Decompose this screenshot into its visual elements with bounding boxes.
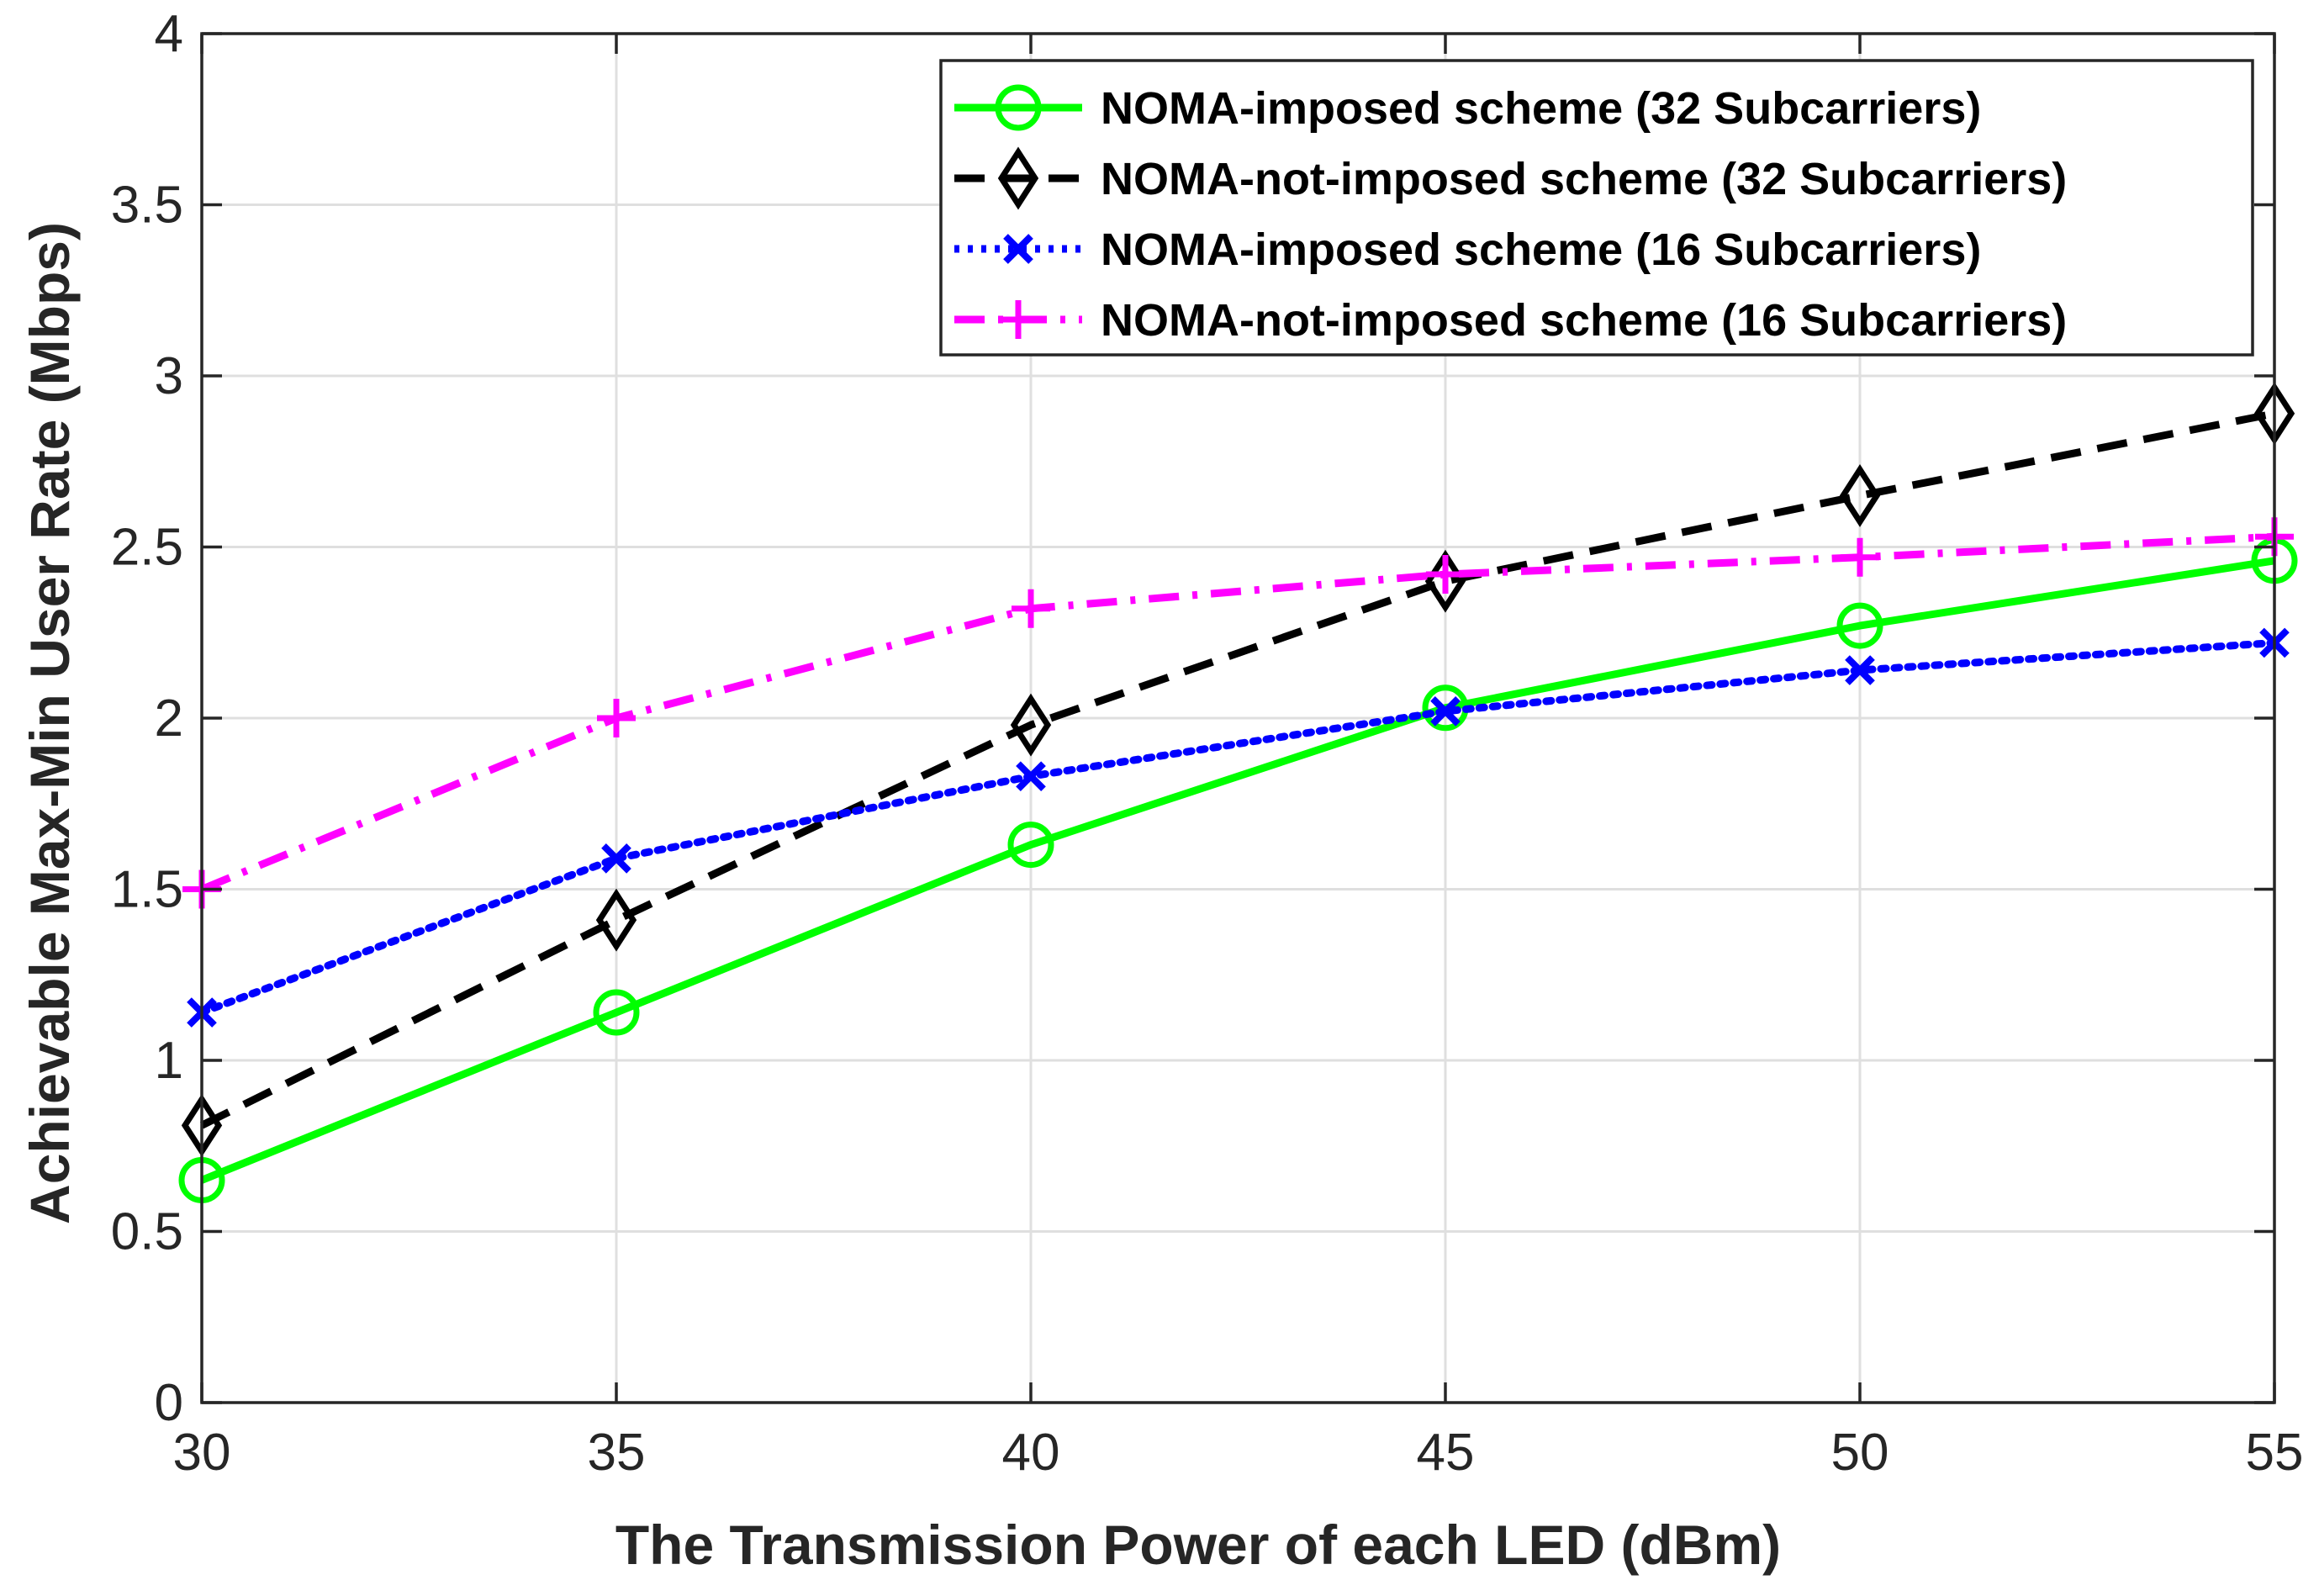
data-point: [601, 843, 631, 874]
marker-circle-shape: [995, 84, 1042, 131]
x-tick-label: 45: [1417, 1424, 1475, 1482]
marker-x-stroke: [1003, 234, 1033, 264]
series-3: [187, 627, 2290, 1028]
series-line: [200, 410, 2275, 1129]
y-tick-label: 3: [155, 347, 183, 405]
legend-box: [939, 59, 2254, 357]
y-tick-label: 1.5: [111, 861, 183, 919]
data-point: [1007, 822, 1054, 869]
legend: NOMA-imposed scheme (32 Subcarriers) NOMA…: [939, 59, 2254, 357]
marker-diamond-shape: [1839, 463, 1881, 527]
series-line: [200, 557, 2275, 1184]
legend-label: NOMA-imposed scheme (32 Subcarriers): [1101, 83, 1981, 134]
tick-labels: 30 35 40 45 50 55 0 0.5 1 1.5 2 2.5 3 3.5 4: [111, 5, 2304, 1482]
data-point: [1426, 555, 1465, 595]
marker-circle-shape: [1836, 602, 1883, 649]
legend-marker: [1003, 234, 1033, 264]
legend-marker: [999, 300, 1038, 339]
legend-entry: NOMA-imposed scheme (32 Subcarriers): [954, 83, 1981, 134]
data-point: [1836, 602, 1883, 649]
marker-circle-shape: [1007, 822, 1054, 869]
legend-entry: NOMA-not-imposed scheme (32 Subcarriers): [954, 146, 2067, 210]
legend-marker: [995, 84, 1042, 131]
legend-entry: NOMA-not-imposed scheme (16 Subcarriers): [954, 295, 2067, 346]
legend-label: NOMA-imposed scheme (16 Subcarriers): [1101, 225, 1981, 275]
y-tick-label: 1: [155, 1032, 183, 1090]
data-point: [1841, 537, 1879, 577]
marker-diamond-shape: [997, 146, 1039, 210]
data-point: [1012, 589, 1050, 628]
marker-circle-shape: [593, 989, 640, 1036]
x-tick-label: 55: [2246, 1424, 2304, 1482]
marker-x-stroke: [1016, 761, 1046, 792]
data-point: [1839, 463, 1881, 527]
y-tick-label: 3.5: [111, 177, 183, 235]
data-point: [595, 888, 637, 952]
data-point: [593, 989, 640, 1036]
data-point: [1016, 761, 1046, 792]
y-tick-label: 0: [155, 1374, 183, 1432]
x-axis-title: The Transmission Power of each LED (dBm): [615, 1514, 1781, 1576]
data-point: [1845, 655, 1875, 685]
y-tick-label: 2.5: [111, 519, 183, 577]
legend-label: NOMA-not-imposed scheme (32 Subcarriers): [1101, 154, 2067, 204]
x-tick-label: 30: [173, 1424, 231, 1482]
legend-entry: NOMA-imposed scheme (16 Subcarriers): [954, 225, 1981, 275]
marker-x-stroke: [601, 843, 631, 874]
y-tick-label: 2: [155, 690, 183, 748]
axes: [200, 32, 2276, 1404]
marker-diamond-shape: [595, 888, 637, 952]
series-layer: [178, 382, 2298, 1203]
y-tick-label: 4: [155, 5, 183, 63]
marker-x-stroke: [1430, 696, 1461, 727]
series-line: [198, 638, 2279, 1017]
series-line: [200, 532, 2275, 893]
x-tick-label: 50: [1831, 1424, 1889, 1482]
data-point: [597, 699, 636, 737]
x-tick-label: 35: [588, 1424, 646, 1482]
data-point: [1010, 693, 1052, 757]
y-axis-title: Achievable Max-Min User Rate (Mbps): [18, 222, 81, 1224]
marker-x-stroke: [1845, 655, 1875, 685]
legend-marker: [997, 146, 1039, 210]
marker-diamond-shape: [1010, 693, 1052, 757]
y-tick-label: 0.5: [111, 1203, 183, 1261]
legend-label: NOMA-not-imposed scheme (16 Subcarriers): [1101, 295, 2067, 346]
x-tick-label: 40: [1002, 1424, 1060, 1482]
data-point: [1430, 696, 1461, 727]
